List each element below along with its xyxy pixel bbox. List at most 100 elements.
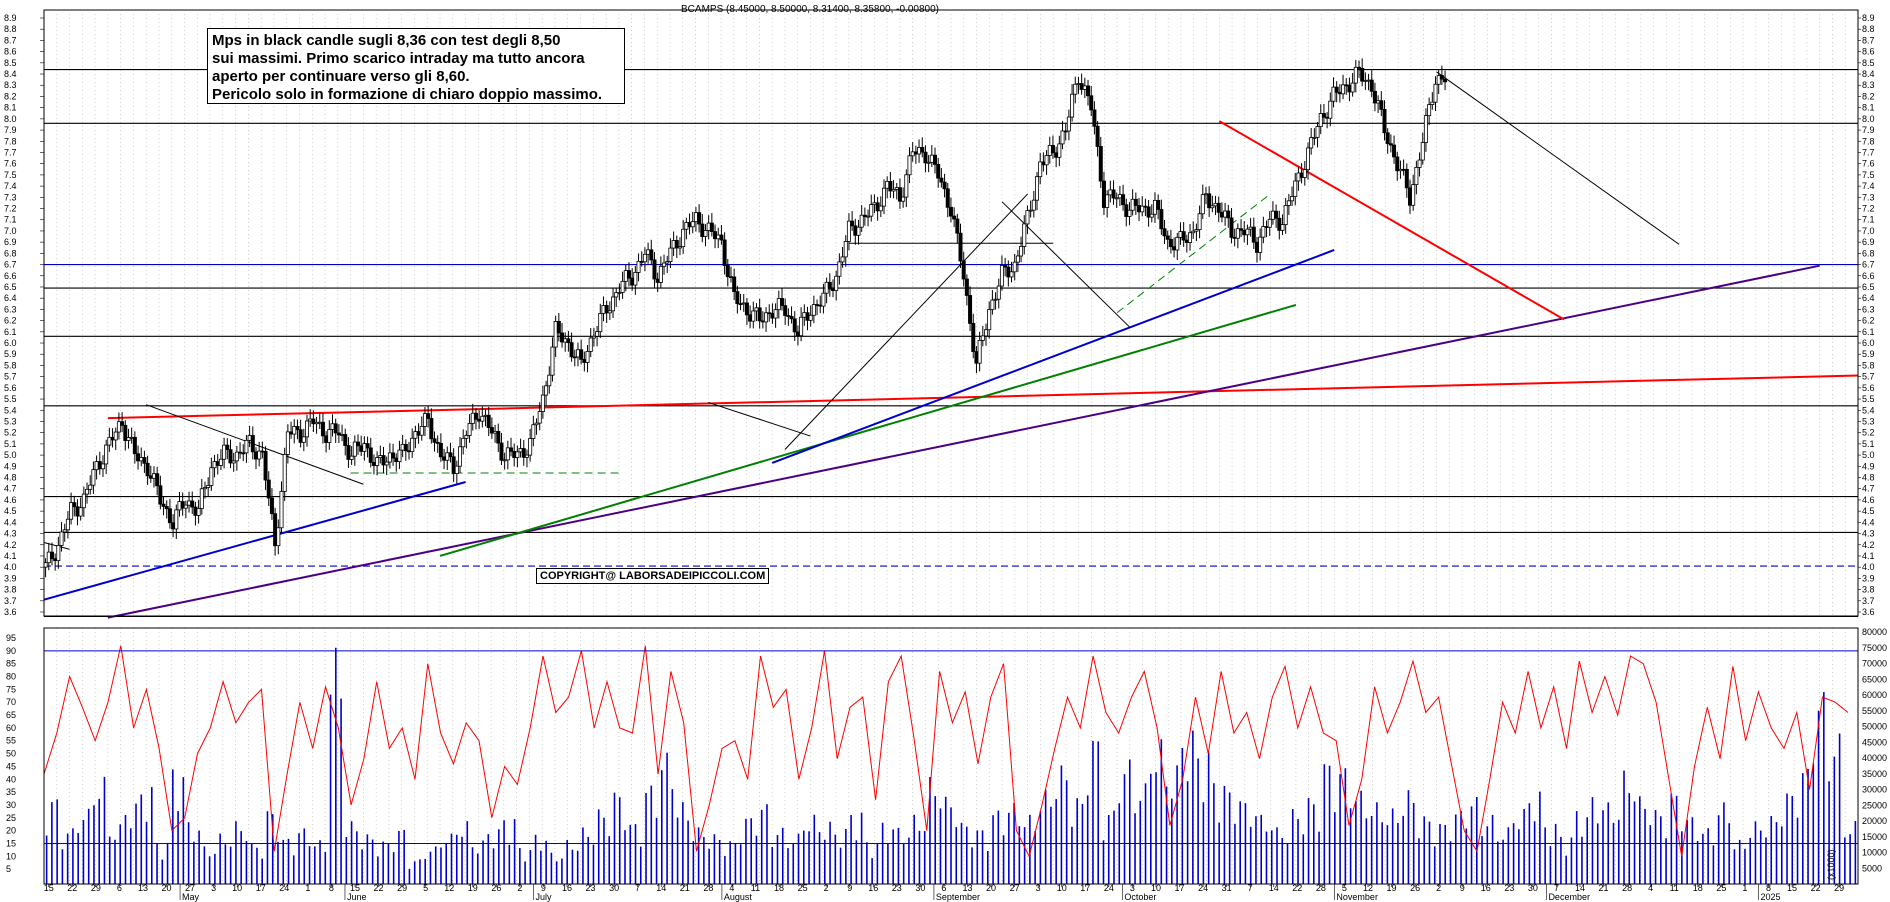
candle-body xyxy=(470,412,475,424)
candle-body xyxy=(582,359,587,363)
candle-body xyxy=(572,356,577,359)
date-tick: 10 xyxy=(1057,883,1067,893)
price-tick-left: 8.4 xyxy=(4,69,17,79)
candle-body xyxy=(1188,232,1193,243)
price-tick-right: 8.2 xyxy=(1862,91,1875,101)
price-tick-right: 8.9 xyxy=(1862,13,1875,23)
candle-body xyxy=(1175,237,1180,251)
price-tick-right: 4.8 xyxy=(1862,473,1875,483)
candle-body xyxy=(174,509,179,530)
date-tick: 7 xyxy=(1248,883,1253,893)
candle-body xyxy=(623,270,628,282)
candle-body xyxy=(1436,75,1441,85)
candle-body xyxy=(1130,198,1135,211)
candle-body xyxy=(1315,126,1320,138)
price-tick-left: 7.4 xyxy=(4,181,17,191)
candle-body xyxy=(805,312,810,321)
candle-body xyxy=(167,508,172,524)
candle-body xyxy=(458,446,463,467)
candle-body xyxy=(652,259,657,280)
candle-body xyxy=(505,447,510,461)
candle-body xyxy=(155,473,160,487)
price-tick-right: 8.7 xyxy=(1862,35,1875,45)
candle-body xyxy=(349,455,354,460)
candle-body xyxy=(751,310,756,322)
candle-body xyxy=(757,307,762,322)
candle-body xyxy=(677,246,682,249)
candle-body xyxy=(260,450,265,453)
date-tick: 25 xyxy=(798,883,808,893)
price-tick-right: 4.1 xyxy=(1862,551,1875,561)
candle-body xyxy=(945,188,950,208)
candle-body xyxy=(177,501,182,511)
candle-body xyxy=(821,292,826,307)
candle-body xyxy=(65,518,70,531)
candle-body xyxy=(850,220,855,227)
candle-body xyxy=(448,452,453,458)
candle-body xyxy=(410,437,415,453)
volume-tick: 75000 xyxy=(1862,643,1887,653)
candle-body xyxy=(187,500,192,506)
date-tick: 2 xyxy=(1436,883,1441,893)
month-label: December xyxy=(1548,892,1590,902)
candle-body xyxy=(792,318,797,333)
candle-body xyxy=(1395,156,1400,172)
date-tick: 14 xyxy=(1575,883,1585,893)
candle-body xyxy=(872,202,877,205)
candle-body xyxy=(292,426,297,435)
date-tick: 22 xyxy=(374,883,384,893)
candle-body xyxy=(566,338,571,344)
candle-body xyxy=(563,338,568,343)
candle-body xyxy=(493,430,498,434)
candle-body xyxy=(531,424,536,439)
date-tick: 23 xyxy=(1504,883,1514,893)
date-tick: 29 xyxy=(1834,883,1844,893)
candle-body xyxy=(598,313,603,333)
price-tick-right: 4.9 xyxy=(1862,461,1875,471)
candle-body xyxy=(1337,91,1342,95)
candle-body xyxy=(81,493,86,509)
month-label: September xyxy=(936,892,980,902)
date-tick: 5 xyxy=(1342,883,1347,893)
candle-body xyxy=(110,436,115,441)
date-tick: 2 xyxy=(824,883,829,893)
price-tick-right: 8.6 xyxy=(1862,47,1875,57)
candle-body xyxy=(279,491,284,529)
candle-body xyxy=(282,454,287,492)
candle-body xyxy=(1267,218,1272,228)
candle-body xyxy=(1423,115,1428,143)
candle-body xyxy=(416,431,421,436)
price-tick-right: 5.8 xyxy=(1862,360,1875,370)
price-tick-left: 5.4 xyxy=(4,405,17,415)
candle-body xyxy=(1133,198,1138,206)
candle-body xyxy=(639,260,644,263)
price-tick-left: 8.7 xyxy=(4,35,17,45)
price-tick-right: 4.2 xyxy=(1862,540,1875,550)
candle-body xyxy=(1194,229,1199,232)
candle-body xyxy=(528,438,533,456)
candle-body xyxy=(869,204,874,217)
candle-body xyxy=(646,249,651,255)
candle-body xyxy=(512,450,517,458)
candle-body xyxy=(958,232,963,262)
candle-body xyxy=(1108,189,1113,196)
candle-body xyxy=(289,431,294,435)
date-tick: 31 xyxy=(1222,883,1232,893)
candle-body xyxy=(560,332,565,343)
candle-body xyxy=(136,453,141,462)
candle-body xyxy=(575,349,580,358)
candle-body xyxy=(362,443,367,452)
candle-body xyxy=(1344,84,1349,87)
date-tick: 12 xyxy=(1363,883,1373,893)
candle-body xyxy=(1057,143,1062,158)
volume-tick: 50000 xyxy=(1862,722,1887,732)
price-tick-left: 6.0 xyxy=(4,338,17,348)
candle-body xyxy=(1223,210,1228,218)
candle-body xyxy=(53,558,58,562)
month-label: May xyxy=(182,892,200,902)
date-tick: 3 xyxy=(211,883,216,893)
candle-body xyxy=(1417,159,1422,168)
price-tick-left: 7.2 xyxy=(4,204,17,214)
candle-body xyxy=(1117,194,1122,199)
price-tick-left: 3.8 xyxy=(4,585,17,595)
